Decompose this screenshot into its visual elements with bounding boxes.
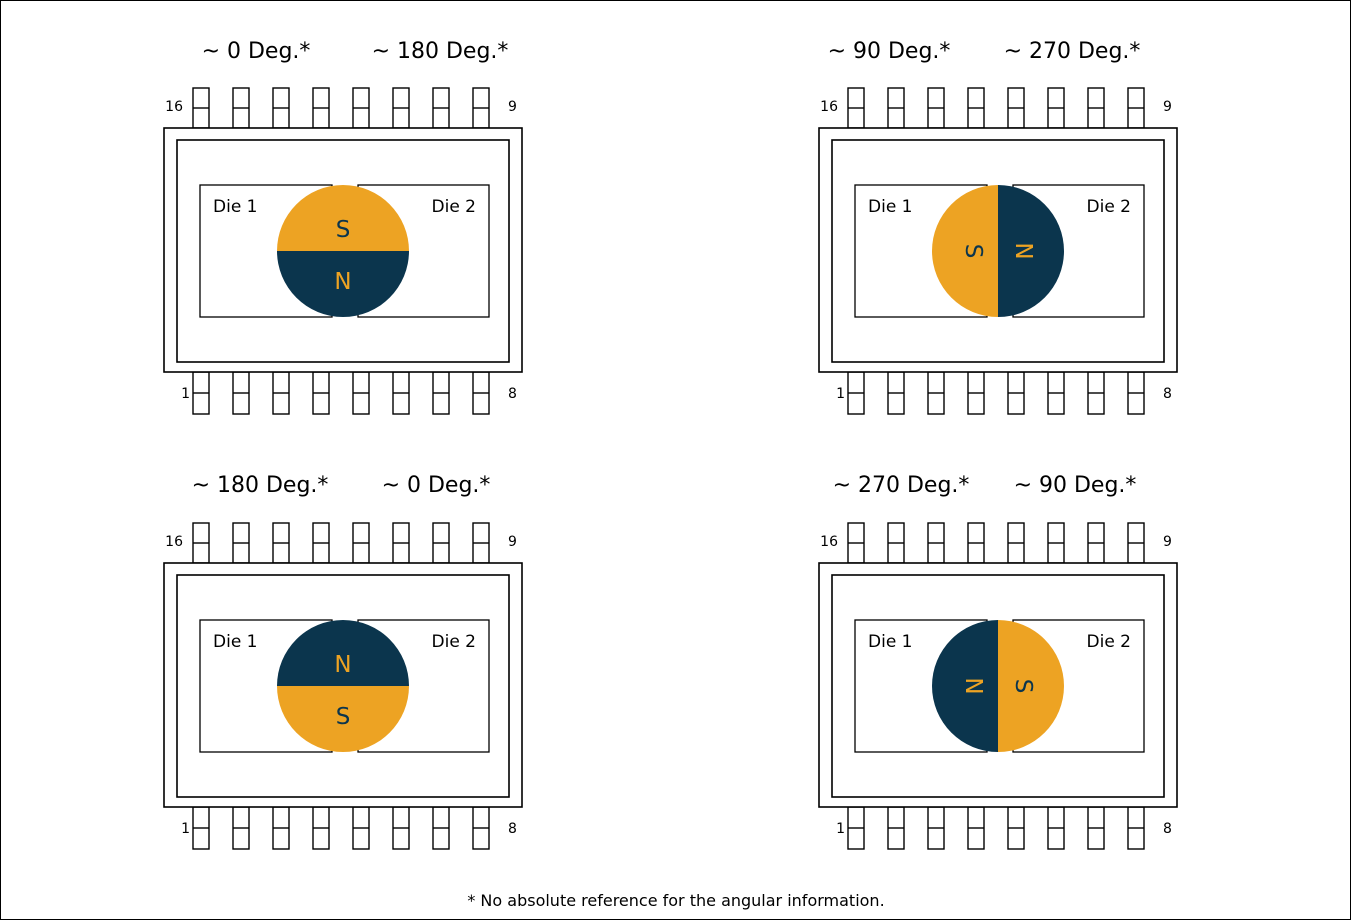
- magnet-south-half: [998, 620, 1064, 752]
- pin-label-1: 1: [836, 386, 845, 402]
- angle-label-right: ~ 270 Deg.*: [1004, 39, 1141, 64]
- magnet-south-label: S: [960, 244, 986, 259]
- angle-label-left: ~ 270 Deg.*: [833, 473, 970, 498]
- die-1-label: Die 1: [213, 632, 258, 652]
- package-top-left: ~ 0 Deg.* ~ 180 Deg.* 16 9 1 8 Die 1 Die 2 SN: [163, 39, 523, 415]
- magnet-north-label: N: [334, 652, 351, 678]
- angle-label-right: ~ 0 Deg.*: [382, 473, 491, 498]
- die-1-label: Die 1: [868, 632, 913, 652]
- die-2-label: Die 2: [1087, 197, 1132, 217]
- pin-label-1: 1: [181, 821, 190, 837]
- package-top-right: ~ 90 Deg.* ~ 270 Deg.* 16 9 1 8 Die 1 Die 2 S N: [818, 39, 1178, 415]
- pin-label-9: 9: [1163, 534, 1172, 550]
- die-2-label: Die 2: [1087, 632, 1132, 652]
- angle-label-left: ~ 90 Deg.*: [828, 39, 951, 64]
- pin-label-9: 9: [1163, 99, 1172, 115]
- package-bottom-right: ~ 270 Deg.* ~ 90 Deg.* 16 9 1 8 Die 1 Die 2 N S: [818, 473, 1178, 850]
- package-bottom-left: ~ 180 Deg.* ~ 0 Deg.* 16 9 1 8 Die 1 Die 2 NS: [163, 473, 523, 850]
- pin-label-1: 1: [836, 821, 845, 837]
- magnet-north-half: [277, 251, 409, 317]
- magnet-north-label: N: [960, 677, 986, 694]
- pin-label-16: 16: [820, 99, 838, 115]
- angle-label-right: ~ 180 Deg.*: [372, 39, 509, 64]
- footnote: * No absolute reference for the angular …: [467, 891, 884, 910]
- pin-label-16: 16: [165, 99, 183, 115]
- magnet-south-label: S: [336, 704, 351, 730]
- angle-label-left: ~ 0 Deg.*: [202, 39, 311, 64]
- magnet-south-label: S: [1010, 679, 1036, 694]
- pin-label-8: 8: [1163, 821, 1172, 837]
- angle-label-right: ~ 90 Deg.*: [1014, 473, 1137, 498]
- magnet-north-half: [998, 185, 1064, 317]
- magnet-south-half: [277, 185, 409, 251]
- magnet-north-label: N: [1010, 242, 1036, 259]
- die-2-label: Die 2: [432, 197, 477, 217]
- die-1-label: Die 1: [213, 197, 258, 217]
- magnet-south-label: S: [336, 217, 351, 243]
- magnet-north-half: [277, 620, 409, 686]
- pin-label-9: 9: [508, 534, 517, 550]
- pin-label-16: 16: [820, 534, 838, 550]
- pin-label-1: 1: [181, 386, 190, 402]
- pin-label-8: 8: [508, 821, 517, 837]
- magnet-south-half: [932, 185, 998, 317]
- angle-label-left: ~ 180 Deg.*: [192, 473, 329, 498]
- pin-label-9: 9: [508, 99, 517, 115]
- die-2-label: Die 2: [432, 632, 477, 652]
- magnet-south-half: [277, 686, 409, 752]
- magnet-north-half: [932, 620, 998, 752]
- pin-label-8: 8: [508, 386, 517, 402]
- pin-label-16: 16: [165, 534, 183, 550]
- pin-label-8: 8: [1163, 386, 1172, 402]
- magnet-north-label: N: [334, 269, 351, 295]
- die-1-label: Die 1: [868, 197, 913, 217]
